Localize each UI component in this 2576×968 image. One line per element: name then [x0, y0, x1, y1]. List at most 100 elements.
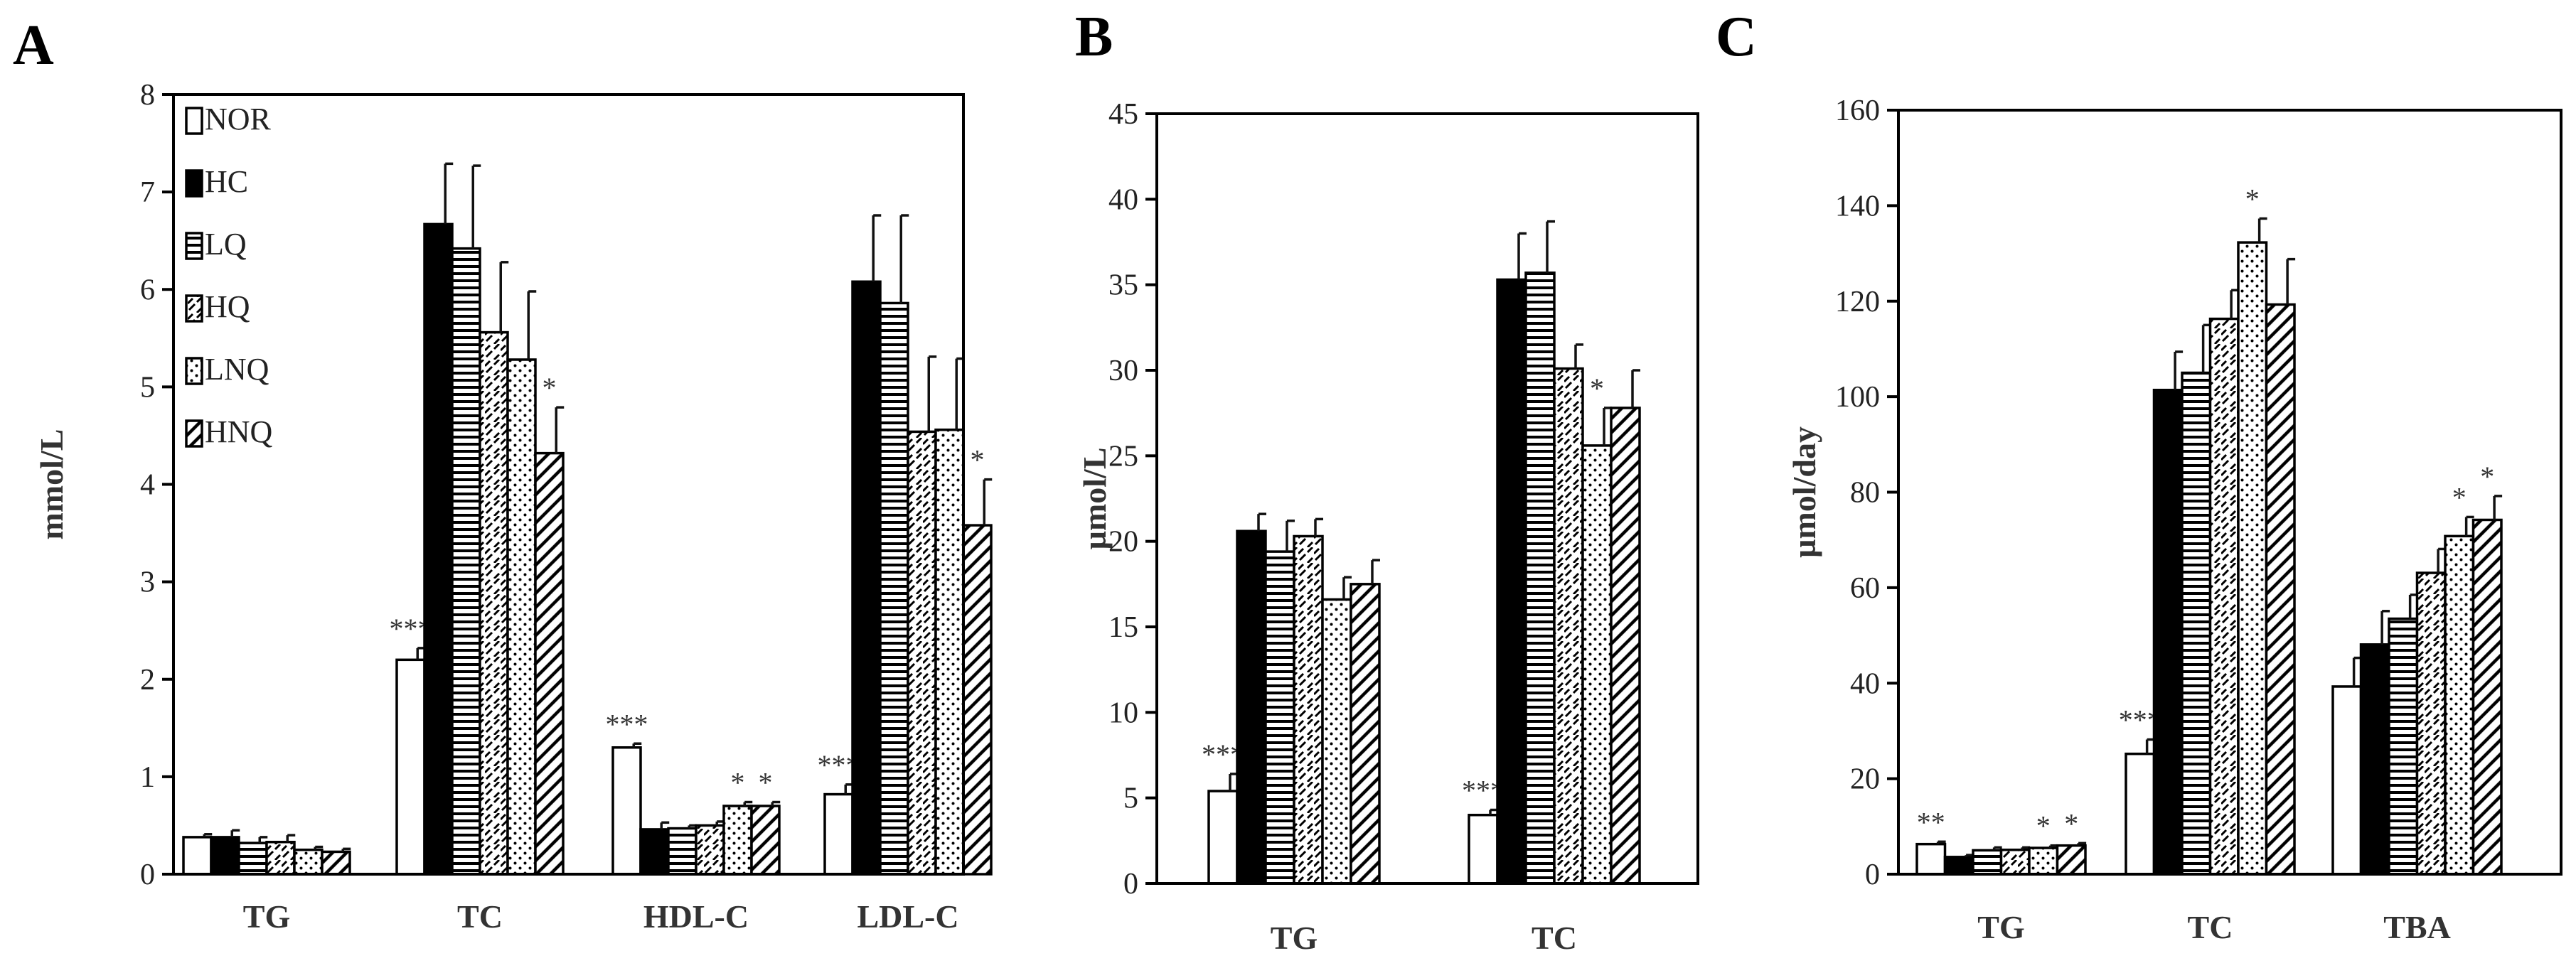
category-label-TBA: TBA: [2383, 909, 2451, 945]
bar-HC-TC: [423, 222, 454, 876]
panel-letter-A: A: [13, 14, 54, 77]
category-label-TC: TC: [2188, 909, 2233, 945]
y-tick-label: 45: [1108, 98, 1138, 131]
bar-HNQ-HDL-C: [750, 805, 781, 876]
legend-label-HC: HC: [205, 164, 248, 199]
category-label-TG: TG: [1271, 920, 1318, 956]
legend-label-NOR: NOR: [205, 102, 272, 136]
bar-HNQ-TG: [321, 850, 351, 876]
bar-LNQ-TG: [1321, 598, 1352, 885]
bar-HQ-TG: [265, 840, 296, 876]
category-label-TC: TC: [457, 898, 503, 935]
bar-HC-LDL-C: [851, 280, 882, 876]
y-tick-label: 1: [140, 761, 155, 794]
bar-LNQ-TBA: [2444, 534, 2475, 876]
bar-HNQ-TBA: [2471, 518, 2503, 876]
legend-label-LNQ: LNQ: [205, 352, 269, 387]
bar-HQ-TC: [479, 330, 509, 876]
legend-swatch-HQ: [185, 294, 203, 323]
y-tick-label: 4: [140, 469, 155, 502]
y-tick-label: 0: [1123, 868, 1138, 900]
sig-marker-HNQ-TG: *: [2064, 807, 2078, 839]
bar-HQ-TBA: [2415, 571, 2447, 876]
legend-swatch-HNQ: [185, 419, 203, 448]
bar-LQ-TG: [237, 841, 268, 876]
y-tick-label: 35: [1108, 269, 1138, 302]
sig-marker-LNQ-TG: *: [2036, 810, 2051, 842]
sig-marker-HNQ-LDL-C: *: [971, 444, 985, 476]
bar-HNQ-TG: [2056, 844, 2087, 876]
sig-marker-LNQ-TBA: *: [2452, 481, 2467, 513]
bar-HC-TBA: [2359, 643, 2390, 876]
y-tick-label: 5: [140, 371, 155, 404]
y-tick-label: 60: [1850, 572, 1880, 605]
y-tick-label: 25: [1108, 440, 1138, 473]
bar-LQ-TC: [1524, 271, 1556, 885]
y-axis-label: mmol/L: [33, 429, 70, 540]
bar-LNQ-TC: [1581, 444, 1613, 885]
y-tick-label: 160: [1835, 95, 1880, 127]
bar-HC-TC: [2152, 388, 2184, 876]
bar-NOR-TG: [1207, 790, 1239, 885]
legend-swatch-NOR: [185, 107, 203, 135]
y-axis-label: µmol/day: [1786, 426, 1822, 558]
category-label-TG: TG: [1977, 909, 2024, 945]
plot-frame: [1897, 109, 2562, 876]
bar-HQ-TC: [2208, 317, 2240, 876]
category-label-TC: TC: [1532, 920, 1577, 956]
bar-LNQ-TC: [2237, 241, 2268, 876]
bar-HQ-TG: [1999, 848, 2031, 876]
y-tick-label: 15: [1108, 611, 1138, 644]
bar-HQ-TG: [1293, 534, 1324, 885]
legend-label-HNQ: HNQ: [205, 414, 273, 449]
bar-LNQ-HDL-C: [722, 805, 753, 876]
y-tick-label: 10: [1108, 697, 1138, 729]
y-tick-label: 30: [1108, 355, 1138, 387]
y-tick-label: 3: [140, 566, 155, 599]
bar-HNQ-TC: [2265, 303, 2296, 876]
sig-marker-NOR-HDL-C: ***: [606, 708, 648, 740]
sig-marker-HNQ-TBA: *: [2480, 461, 2494, 493]
bar-HC-TG: [210, 836, 240, 876]
y-tick-label: 0: [1865, 859, 1880, 891]
bar-LQ-TC: [2181, 371, 2212, 876]
bar-HC-TG: [1236, 529, 1267, 885]
sig-marker-NOR-TG: **: [1917, 806, 1945, 838]
bar-HNQ-TC: [1610, 407, 1641, 885]
y-tick-label: 5: [1123, 783, 1138, 815]
bar-HQ-LDL-C: [907, 430, 937, 876]
bar-NOR-TBA: [2331, 685, 2363, 876]
legend: NOR HC LQ HQ LNQ HNQ: [185, 102, 273, 449]
bar-NOR-HDL-C: [611, 746, 642, 876]
sig-marker-HNQ-TC: *: [543, 372, 557, 404]
y-tick-label: 8: [140, 79, 155, 112]
bar-HNQ-TG: [1350, 583, 1381, 885]
y-tick-label: 100: [1835, 381, 1880, 414]
bar-LQ-TG: [1264, 550, 1295, 885]
bar-LQ-TG: [1972, 849, 2003, 876]
plot-frame: [1155, 112, 1699, 885]
bar-NOR-TG: [1915, 842, 1947, 876]
legend-swatch-HC: [185, 169, 203, 198]
bar-LQ-HDL-C: [667, 827, 698, 876]
legend-swatch-LNQ: [185, 357, 203, 385]
bar-LQ-TBA: [2388, 617, 2419, 876]
y-tick-label: 7: [140, 176, 155, 209]
y-tick-label: 20: [1108, 526, 1138, 559]
y-tick-label: 2: [140, 664, 155, 697]
category-label-TG: TG: [243, 898, 290, 935]
bar-NOR-TC: [395, 658, 426, 876]
category-label-LDL-C: LDL-C: [857, 898, 958, 935]
legend-label-LQ: LQ: [205, 227, 247, 262]
bar-HC-HDL-C: [639, 828, 670, 876]
y-tick-label: 20: [1850, 763, 1880, 796]
bar-LNQ-TG: [293, 848, 324, 876]
sig-marker-LNQ-TC: *: [2245, 183, 2260, 215]
y-tick-label: 40: [1108, 183, 1138, 216]
y-tick-label: 40: [1850, 667, 1880, 700]
bar-LNQ-LDL-C: [934, 428, 965, 876]
